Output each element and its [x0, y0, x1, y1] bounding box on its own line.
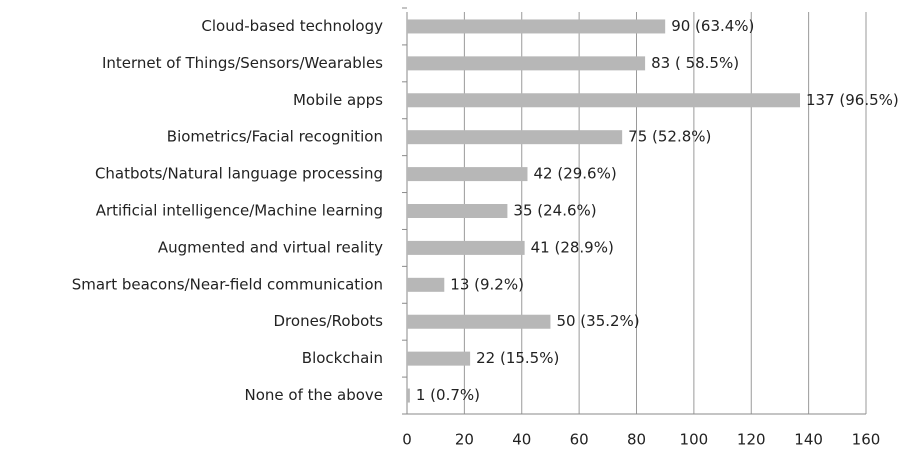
- y-tick-label: Biometrics/Facial recognition: [167, 128, 383, 146]
- x-tick-label: 140: [794, 431, 823, 449]
- data-label: 35 (24.6%): [513, 202, 596, 220]
- data-label: 75 (52.8%): [628, 128, 711, 146]
- bar: [407, 19, 666, 34]
- bar: [407, 204, 508, 218]
- y-tick-label: None of the above: [244, 386, 383, 404]
- x-tick-label: 80: [627, 431, 646, 449]
- bar: [407, 388, 410, 403]
- bar: [407, 351, 471, 366]
- data-label: 41 (28.9%): [531, 238, 614, 256]
- data-label: 1 (0.7%): [416, 386, 480, 404]
- y-tick-label: Cloud-based technology: [201, 17, 383, 35]
- data-label: 13 (9.2%): [450, 275, 524, 293]
- x-tick-label: 60: [570, 431, 589, 449]
- bar: [407, 93, 801, 108]
- data-label: 42 (29.6%): [533, 165, 616, 183]
- x-tick-label: 0: [402, 431, 412, 449]
- y-tick-label: Drones/Robots: [274, 312, 384, 330]
- y-tick-label: Internet of Things/Sensors/Wearables: [102, 54, 383, 72]
- data-label: 137 (96.5%): [806, 91, 899, 109]
- bar: [407, 240, 525, 255]
- y-tick-label: Augmented and virtual reality: [158, 238, 383, 256]
- bar: [407, 130, 623, 145]
- x-tick-label: 120: [737, 431, 766, 449]
- x-tick-label: 100: [680, 431, 709, 449]
- data-label: 90 (63.4%): [671, 17, 754, 35]
- data-label: 83 ( 58.5%): [651, 54, 739, 72]
- bar: [407, 167, 528, 182]
- x-tick-label: 160: [852, 431, 881, 449]
- data-label: 50 (35.2%): [556, 312, 639, 330]
- data-label: 22 (15.5%): [476, 349, 559, 367]
- bar: [407, 56, 646, 71]
- y-tick-label: Artificial intelligence/Machine learning: [96, 202, 383, 220]
- bar: [407, 277, 445, 292]
- x-tick-label: 20: [455, 431, 474, 449]
- y-tick-label: Blockchain: [302, 349, 383, 367]
- y-tick-label: Chatbots/Natural language processing: [95, 165, 383, 183]
- y-tick-label: Mobile apps: [293, 91, 383, 109]
- y-tick-label: Smart beacons/Near-field communication: [72, 275, 383, 293]
- x-tick-label: 40: [512, 431, 531, 449]
- bar: [407, 314, 551, 329]
